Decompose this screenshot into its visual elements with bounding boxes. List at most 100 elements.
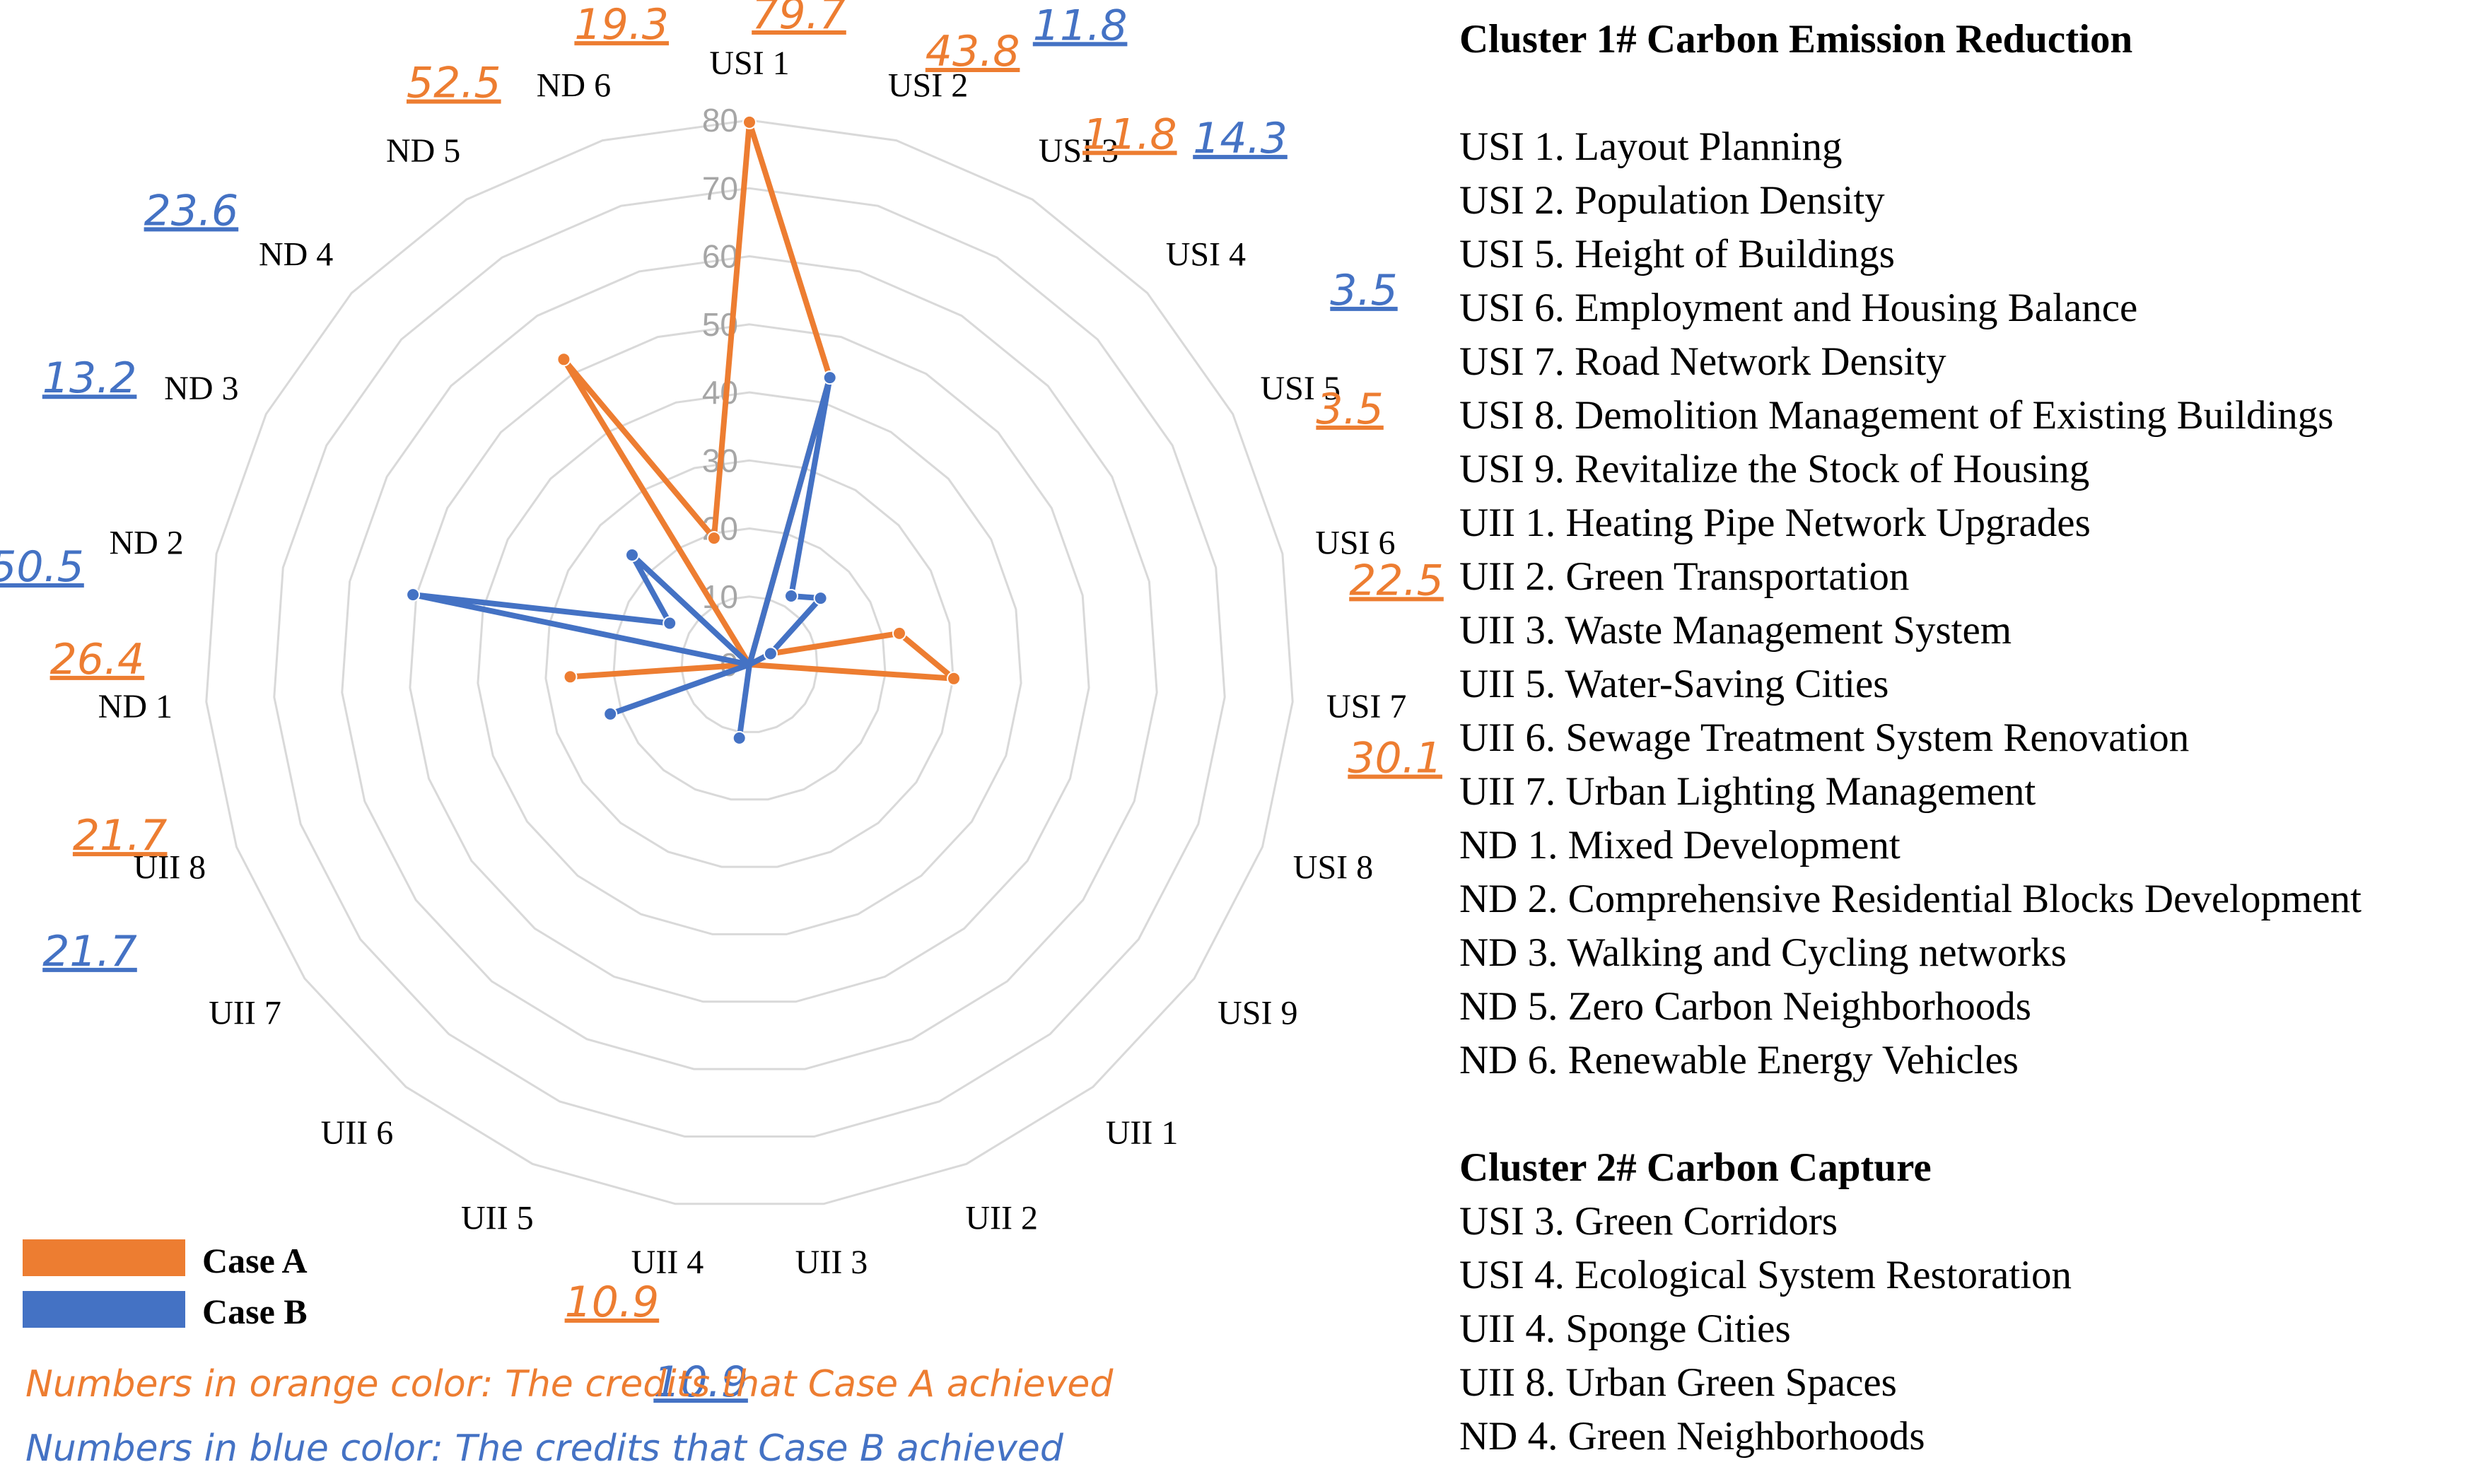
cluster-item: USI 6. Employment and Housing Balance — [1459, 286, 2138, 330]
axis-label: UII 7 — [209, 994, 281, 1032]
tick-label: 80 — [702, 102, 738, 139]
radar-grid — [205, 119, 1294, 1205]
credit-label-case-a: 3.5 — [1316, 385, 1383, 434]
tick-label: 40 — [702, 374, 738, 411]
cluster-item: ND 5. Zero Carbon Neighborhoods — [1459, 984, 2031, 1029]
credit-label-case-b: 13.2 — [42, 354, 137, 403]
credit-labels: 79.7 43.8 11.8 3.5 22.5 30.1 10.9 21.7 26.4 52.5 1… — [0, 0, 1444, 1407]
data-point — [706, 531, 721, 546]
grid-ring — [680, 595, 819, 733]
cluster-item: USI 3. Green Corridors — [1459, 1199, 1838, 1244]
cluster-legend-panel: Cluster 1# Carbon Emission Reduction USI… — [1459, 13, 2477, 1463]
data-series — [406, 115, 961, 745]
grid-ring — [341, 255, 1158, 1070]
credit-label-case-b: 3.5 — [1330, 266, 1397, 315]
cluster-item: ND 1. Mixed Development — [1459, 823, 1901, 867]
cluster-1-title: Cluster 1# Carbon Emission Reduction — [1459, 17, 2133, 62]
credit-label-case-a: 19.3 — [574, 0, 669, 49]
series-case-b — [406, 370, 837, 745]
grid-ring — [612, 527, 887, 801]
credit-label-case-a: 52.5 — [407, 59, 501, 108]
cluster-1-list: USI 1. Layout Planning USI 2. Population … — [1459, 120, 2477, 1087]
grid-ring — [273, 187, 1226, 1138]
axis-label: UII 1 — [1106, 1114, 1179, 1152]
axis-label: USI 9 — [1218, 994, 1297, 1032]
data-point — [822, 370, 837, 385]
color-notes: Numbers in orange color: The credits tha… — [25, 1363, 1114, 1470]
grid-ring — [205, 119, 1294, 1205]
legend-swatch-case-b — [23, 1291, 185, 1328]
series-case-a — [556, 115, 961, 686]
data-point — [892, 626, 906, 641]
cluster-2-title: Cluster 2# Carbon Capture — [1459, 1145, 1932, 1190]
cluster-item: ND 6. Renewable Energy Vehicles — [1459, 1038, 2019, 1082]
cluster-item: UII 4. Sponge Cities — [1459, 1307, 1791, 1351]
cluster-item: USI 1. Layout Planning — [1459, 124, 1843, 169]
axis-label: USI 4 — [1166, 236, 1246, 274]
credit-label-case-b: 11.8 — [1033, 1, 1128, 50]
grid-ring — [409, 323, 1090, 1003]
axis-label: ND 1 — [98, 688, 173, 725]
data-point — [763, 646, 778, 661]
data-point — [406, 588, 421, 602]
axis-label: ND 3 — [164, 370, 238, 407]
axis-label: ND 6 — [537, 67, 611, 105]
credit-label-case-a: 22.5 — [1349, 556, 1444, 605]
axis-label: USI 2 — [888, 67, 968, 105]
data-point — [813, 591, 828, 606]
legend: Case A Case B — [23, 1239, 308, 1331]
axis-label: UII 8 — [134, 848, 206, 886]
data-point — [662, 616, 677, 631]
axis-label: ND 5 — [386, 132, 460, 170]
legend-label-case-a: Case A — [202, 1241, 308, 1280]
cluster-item: UII 2. Green Transportation — [1459, 554, 1910, 599]
credit-label-case-b: 21.7 — [42, 927, 137, 976]
axis-label: USI 3 — [1039, 132, 1119, 170]
cluster-item: USI 4. Ecological System Restoration — [1459, 1253, 2072, 1297]
data-point — [556, 352, 571, 367]
axis-label: UII 5 — [461, 1200, 534, 1237]
credit-label-case-a: 43.8 — [926, 27, 1020, 76]
credit-label-case-a: 79.7 — [752, 0, 846, 39]
cluster-item: USI 8. Demolition Management of Existing… — [1459, 393, 2334, 438]
cluster-item: ND 3. Walking and Cycling networks — [1459, 930, 2067, 975]
cluster-item: ND 4. Green Neighborhoods — [1459, 1414, 1925, 1459]
axis-label: USI 8 — [1293, 848, 1373, 886]
axis-label: USI 7 — [1326, 688, 1406, 725]
axis-label: ND 2 — [109, 525, 183, 562]
data-point — [947, 671, 961, 686]
credit-label-case-a: 21.7 — [73, 811, 168, 860]
credit-label-case-b: 50.5 — [0, 542, 84, 592]
grid-ring — [477, 391, 1022, 935]
cluster-item: UII 6. Sewage Treatment System Renovatio… — [1459, 715, 2190, 760]
legend-swatch-case-a — [23, 1239, 185, 1276]
axis-label: UII 4 — [631, 1244, 704, 1281]
cluster-2-list: USI 3. Green Corridors USI 4. Ecological … — [1459, 1195, 2477, 1463]
axis-label: USI 1 — [709, 45, 789, 82]
cluster-item: USI 9. Revitalize the Stock of Housing — [1459, 447, 2090, 491]
data-point — [742, 115, 757, 129]
cluster-item: UII 1. Heating Pipe Network Upgrades — [1459, 501, 2091, 545]
axis-label: USI 5 — [1261, 370, 1341, 407]
axis-label: UII 2 — [965, 1200, 1038, 1237]
tick-label: 70 — [702, 170, 738, 206]
credit-label-case-b: 14.3 — [1193, 114, 1288, 163]
credit-label-case-b: 23.6 — [144, 186, 239, 235]
data-point — [784, 589, 798, 603]
data-point — [732, 730, 747, 745]
grid-ring — [544, 459, 955, 868]
credit-label-case-a: 10.9 — [565, 1278, 660, 1327]
credit-label-case-b: 10.9 — [653, 1357, 748, 1407]
axis-label: UII 3 — [795, 1244, 868, 1281]
tick-label: 60 — [702, 238, 738, 275]
credit-label-case-a: 30.1 — [1348, 734, 1442, 783]
cluster-item: ND 2. Comprehensive Residential Blocks D… — [1459, 877, 2362, 921]
cluster-item: UII 7. Urban Lighting Management — [1459, 769, 2036, 814]
data-point — [603, 706, 618, 721]
axis-labels: USI 1 USI 2 USI 3 USI 4 USI 5 USI 6 USI 7 USI 8… — [98, 45, 1407, 1281]
credit-label-case-a: 11.8 — [1082, 110, 1177, 159]
cluster-item: USI 2. Population Density — [1459, 178, 1885, 223]
axis-label: ND 4 — [259, 236, 333, 274]
